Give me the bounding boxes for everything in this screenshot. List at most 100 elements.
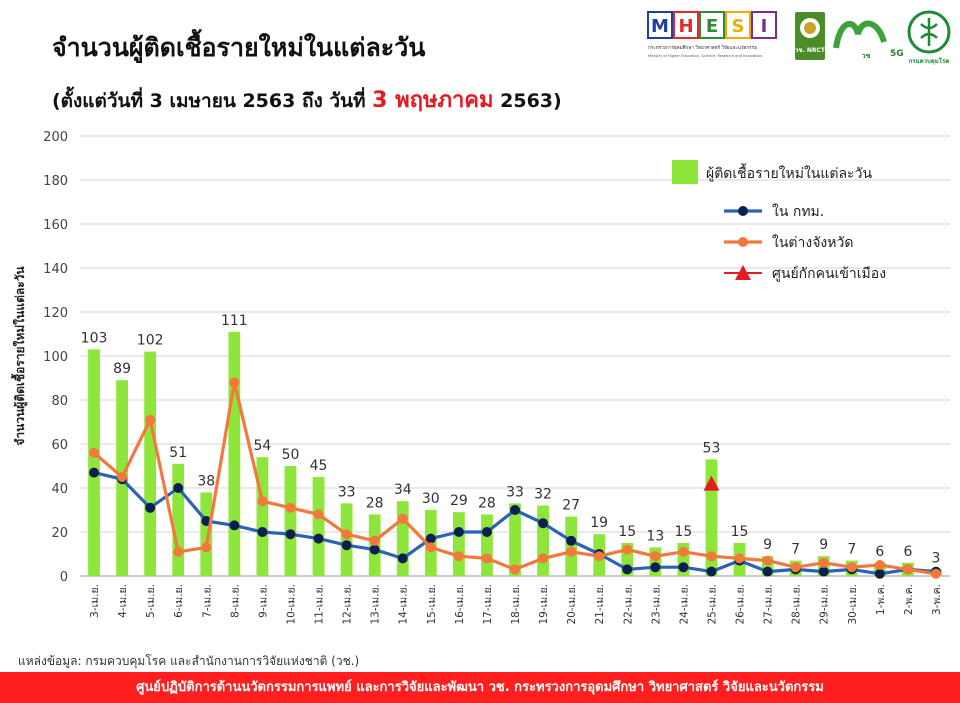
data-label: 28 xyxy=(366,495,384,511)
data-label: 6 xyxy=(875,544,884,560)
point xyxy=(818,557,829,568)
data-label: 29 xyxy=(450,493,468,509)
legend-swatch-point xyxy=(738,237,748,247)
data-label: 103 xyxy=(81,330,108,346)
x-tick-label: 3-เม.ย. xyxy=(89,584,101,618)
bar xyxy=(340,503,353,576)
point xyxy=(538,518,549,529)
ddc-label: กรมควบคุมโรค xyxy=(909,57,949,65)
mhesi-letter: E xyxy=(706,16,718,37)
data-label: 32 xyxy=(534,487,552,503)
point xyxy=(369,535,380,546)
y-tick-label: 140 xyxy=(43,262,68,277)
bar xyxy=(228,331,241,576)
ddc-logo: กรมควบคุมโรค xyxy=(907,10,951,65)
bar-series xyxy=(88,331,942,576)
x-tick-label: 5-เม.ย. xyxy=(145,584,157,618)
subtitle-highlight: 3 พฤษภาคม xyxy=(372,88,494,113)
point xyxy=(173,546,184,557)
point xyxy=(201,542,212,553)
point xyxy=(397,553,408,564)
data-label: 7 xyxy=(791,542,800,558)
y-tick-label: 40 xyxy=(51,482,68,497)
point xyxy=(650,551,661,562)
point xyxy=(285,502,296,513)
point xyxy=(874,568,885,579)
x-tick-label: 13-เม.ย. xyxy=(370,584,382,625)
footer-banner: ศูนย์ปฏิบัติการด้านนวัตกรรมการแพทย์ และก… xyxy=(0,672,960,703)
y-tick-label: 120 xyxy=(43,306,68,321)
point xyxy=(706,566,717,577)
legend-swatch-bar xyxy=(672,160,698,184)
data-label: 9 xyxy=(819,537,828,553)
data-label: 27 xyxy=(562,498,580,514)
subtitle-prefix: (ตั้งแต่วันที่ 3 เมษายน 2563 ถึง วันที่ xyxy=(52,90,373,112)
point xyxy=(173,483,184,493)
data-label: 28 xyxy=(478,495,496,511)
point xyxy=(622,564,633,575)
data-label: 30 xyxy=(422,491,440,507)
mhesi-letter-box xyxy=(751,11,777,39)
bar xyxy=(144,351,157,576)
data-label: 19 xyxy=(590,515,608,531)
x-tick-label: 9-เม.ย. xyxy=(257,584,269,618)
bar xyxy=(509,503,521,576)
point xyxy=(650,562,661,573)
x-tick-label: 20-เม.ย. xyxy=(566,584,578,625)
y-axis-ticks: 0 20 40 60 80 100 120 140 160 180 200 xyxy=(43,130,68,585)
page-title: จำนวนผู้ติดเชื้อรายใหม่ในแต่ละวัน xyxy=(52,33,426,62)
marker-series xyxy=(703,475,720,491)
bar-data-labels: 103 89 102 51 38 111 54 50 45 33 28 34 30 29 28 33 32 27 1… xyxy=(81,313,941,567)
point xyxy=(678,562,689,573)
y-tick-label: 80 xyxy=(51,394,68,409)
bar xyxy=(200,492,213,576)
bar xyxy=(396,501,409,576)
data-label: 50 xyxy=(282,447,300,463)
x-tick-label: 21-เม.ย. xyxy=(594,584,606,625)
data-label: 53 xyxy=(703,440,721,456)
point xyxy=(145,502,156,513)
point xyxy=(874,560,885,570)
legend-swatch-triangle xyxy=(735,265,751,280)
nrct-logo: วช. NRCT xyxy=(795,12,826,60)
data-label: 111 xyxy=(221,313,248,329)
bar xyxy=(677,543,690,576)
data-label: 45 xyxy=(310,458,328,474)
point xyxy=(341,529,352,540)
x-tick-label: 4-เม.ย. xyxy=(117,584,129,618)
x-tick-label: 12-เม.ย. xyxy=(342,584,354,625)
y-tick-label: 20 xyxy=(51,526,68,541)
x-tick-label: 16-เม.ย. xyxy=(454,584,466,625)
point xyxy=(930,568,941,579)
data-label: 34 xyxy=(394,482,412,498)
mhesi-letter: M xyxy=(651,16,669,37)
point xyxy=(89,467,100,478)
x-axis-ticks: 3-เม.ย. 4-เม.ย. 5-เม.ย. 6-เม.ย. 7-เม.ย. 8-เม.… xyxy=(89,584,943,625)
legend-label: ใน กทม. xyxy=(772,203,824,220)
point xyxy=(453,551,464,562)
point xyxy=(425,542,436,553)
x-tick-label: 18-เม.ย. xyxy=(510,584,522,625)
x-tick-label: 29-เม.ย. xyxy=(819,584,831,625)
x-tick-label: 27-เม.ย. xyxy=(763,584,775,625)
page-subtitle: (ตั้งแต่วันที่ 3 เมษายน 2563 ถึง วันที่ … xyxy=(52,82,562,117)
mhesi-letter: H xyxy=(678,16,693,37)
point xyxy=(594,551,605,562)
point xyxy=(257,496,268,507)
y-tick-label: 0 xyxy=(60,570,68,585)
data-label: 9 xyxy=(763,537,772,553)
point xyxy=(566,535,577,546)
bar xyxy=(88,349,100,576)
x-tick-label: 3-พ.ค. xyxy=(931,584,943,615)
point xyxy=(790,562,801,573)
point xyxy=(678,546,689,557)
legend: ผู้ติดเชื้อรายใหม่ในแต่ละวันใน กทม. ในต่า… xyxy=(672,160,886,282)
x-tick-label: 17-เม.ย. xyxy=(482,584,494,625)
y-tick-label: 100 xyxy=(43,350,68,365)
x-tick-label: 2-พ.ค. xyxy=(903,584,915,615)
wch-5g-label: 5G xyxy=(890,49,904,59)
point xyxy=(425,533,436,544)
data-label: 3 xyxy=(932,550,941,566)
legend-label: ในต่างจังหวัด xyxy=(772,234,853,251)
